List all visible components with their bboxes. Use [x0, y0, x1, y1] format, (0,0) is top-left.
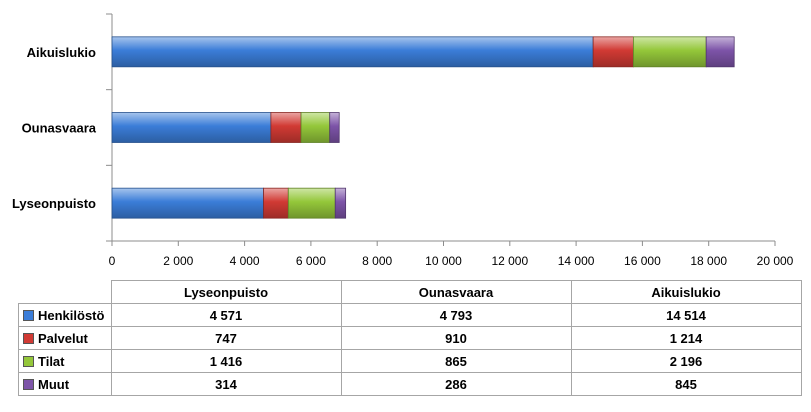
data-cell: 314 — [110, 372, 342, 396]
x-tick-label: 12 000 — [491, 254, 528, 268]
data-cell: 14 514 — [570, 303, 802, 327]
x-tick-label: 2 000 — [163, 254, 193, 268]
data-table: Lyseonpuisto Ounasvaara Aikuislukio Henk… — [18, 280, 802, 396]
bar-segment — [592, 36, 634, 68]
bar-segment — [111, 36, 594, 68]
data-table-col-header: Lyseonpuisto — [110, 280, 342, 304]
legend-swatch — [23, 378, 34, 390]
bar-segment — [111, 187, 264, 219]
x-tick-label: 4 000 — [230, 254, 260, 268]
data-cell: 1 416 — [110, 349, 342, 373]
x-tick-label: 6 000 — [296, 254, 326, 268]
stacked-bar-chart: 0 2 000 4 000 6 000 8 000 10 000 12 000 14 000 1… — [12, 13, 794, 268]
legend-entry: Tilat — [18, 349, 112, 373]
legend-entry: Palvelut — [18, 326, 112, 350]
legend-entry: Muut — [18, 372, 112, 396]
data-cell: 910 — [340, 326, 572, 350]
data-table-row: Muut 314 286 845 — [18, 372, 802, 396]
legend-label: Muut — [38, 376, 70, 392]
x-tick-label: 14 000 — [558, 254, 595, 268]
category-label: Aikuislukio — [27, 45, 96, 60]
data-table-corner — [18, 280, 112, 304]
x-tick-label: 18 000 — [690, 254, 727, 268]
x-tick-label: 10 000 — [425, 254, 462, 268]
x-tick-label: 16 000 — [624, 254, 661, 268]
data-table-col-header: Aikuislukio — [570, 280, 802, 304]
x-tick-label: 0 — [109, 254, 116, 268]
bar-segment — [705, 36, 735, 68]
bar-segment — [111, 112, 272, 143]
category-label: Ounasvaara — [22, 121, 97, 136]
bar-segment — [287, 187, 336, 219]
bar-segment — [632, 36, 707, 68]
category-label: Lyseonpuisto — [12, 196, 96, 211]
data-table-row: Tilat 1 416 865 2 196 — [18, 349, 802, 373]
legend-entry: Henkilöstö — [18, 303, 112, 327]
legend-swatch — [23, 309, 34, 321]
data-cell: 865 — [340, 349, 572, 373]
data-table-header-row: Lyseonpuisto Ounasvaara Aikuislukio — [18, 280, 802, 304]
bar-segment — [263, 187, 289, 219]
bar-segment — [270, 112, 302, 143]
data-cell: 747 — [110, 326, 342, 350]
data-cell: 286 — [340, 372, 572, 396]
legend-label: Tilat — [38, 353, 65, 369]
x-tick-label: 20 000 — [757, 254, 794, 268]
data-cell: 4 571 — [110, 303, 342, 327]
data-cell: 2 196 — [570, 349, 802, 373]
data-table-row: Palvelut 747 910 1 214 — [18, 326, 802, 350]
data-cell: 4 793 — [340, 303, 572, 327]
legend-label: Palvelut — [38, 330, 88, 346]
legend-swatch — [23, 332, 34, 344]
data-table-row: Henkilöstö 4 571 4 793 14 514 — [18, 303, 802, 327]
legend-label: Henkilöstö — [38, 307, 105, 323]
x-tick-label: 8 000 — [362, 254, 392, 268]
bar-segment — [329, 112, 340, 143]
bar-segment — [334, 187, 347, 219]
bar-segment — [300, 112, 331, 143]
data-cell: 1 214 — [570, 326, 802, 350]
data-cell: 845 — [570, 372, 802, 396]
legend-swatch — [23, 355, 34, 367]
data-table-col-header: Ounasvaara — [340, 280, 572, 304]
